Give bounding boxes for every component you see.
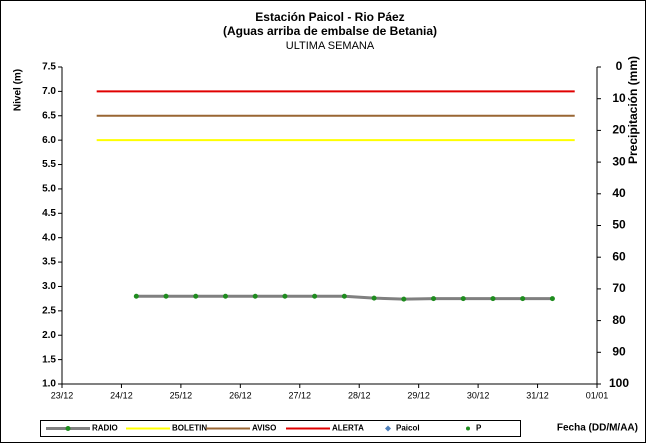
legend-box	[40, 420, 521, 437]
legend-label: RADIO	[92, 424, 118, 433]
y-tick-label: 2.0	[42, 330, 56, 341]
y-tick-label: 3.5	[42, 257, 56, 268]
x-tick-label: 25/12	[170, 390, 193, 400]
y2-tick-label: 80	[612, 313, 626, 327]
x-tick-label: 24/12	[110, 390, 133, 400]
data-point	[549, 296, 555, 302]
y2-tick-label: 10	[612, 91, 626, 105]
y2-tick-label: 0	[616, 59, 623, 73]
y-axis-label: Nivel (m)	[13, 69, 24, 111]
y-tick-label: 1.0	[42, 379, 56, 390]
y-tick-label: 3.0	[42, 281, 56, 292]
data-point	[163, 293, 169, 299]
y-tick-label: 6.5	[42, 110, 56, 121]
y2-tick-label: 50	[612, 218, 626, 232]
data-point	[520, 296, 526, 302]
legend-swatch	[466, 426, 470, 431]
legend-label: Paicol	[396, 424, 420, 433]
y-tick-label: 1.5	[42, 354, 56, 365]
x-tick-label: 29/12	[407, 390, 430, 400]
y-tick-label: 4.0	[42, 232, 56, 243]
y-tick-label: 5.0	[42, 184, 56, 195]
x-tick-label: 28/12	[348, 390, 371, 400]
y-tick-label: 2.5	[42, 305, 56, 316]
y-tick-label: 7.0	[42, 86, 56, 97]
legend-label: BOLETIN	[172, 424, 207, 433]
y2-tick-label: 100	[609, 376, 629, 390]
data-point	[371, 295, 377, 301]
data-point	[193, 293, 199, 299]
y2-tick-label: 60	[612, 249, 626, 263]
y2-tick-label: 30	[612, 154, 626, 168]
data-point	[252, 293, 258, 299]
legend-label: AVISO	[252, 424, 276, 433]
data-point	[341, 293, 347, 299]
data-point	[431, 296, 437, 302]
legend-swatch	[385, 425, 391, 432]
y2-tick-label: 70	[612, 281, 626, 295]
x-tick-label: 31/12	[526, 390, 549, 400]
y-tick-label: 4.5	[42, 208, 56, 219]
x-axis-label: Fecha (DD/M/AA)	[557, 423, 638, 434]
x-tick-label: 30/12	[467, 390, 490, 400]
data-point	[490, 296, 496, 302]
x-tick-label: 27/12	[289, 390, 312, 400]
y-tick-label: 6.0	[42, 135, 56, 146]
y2-tick-label: 40	[612, 186, 626, 200]
data-point	[460, 296, 466, 302]
y2-tick-label: 90	[612, 344, 626, 358]
x-tick-label: 26/12	[229, 390, 252, 400]
y2-tick-label: 20	[612, 123, 626, 137]
y-tick-label: 7.5	[42, 62, 56, 73]
x-tick-label: 23/12	[51, 390, 74, 400]
chart-title: Estación Paicol - Rio Páez	[255, 10, 404, 24]
data-point	[312, 293, 318, 299]
legend-swatch	[65, 426, 71, 431]
legend-label: P	[476, 424, 482, 433]
chart-subtitle: (Aguas arriba de embalse de Betania)	[223, 24, 437, 38]
data-point	[282, 293, 288, 299]
y2-axis-label: Precipitación (mm)	[626, 56, 640, 164]
legend-label: ALERTA	[332, 424, 364, 433]
data-point	[133, 293, 139, 299]
data-point	[401, 296, 407, 302]
data-point	[222, 293, 228, 299]
y-tick-label: 5.5	[42, 159, 56, 170]
x-tick-label: 01/01	[586, 390, 609, 400]
chart-subtitle: ULTIMA SEMANA	[286, 40, 375, 52]
